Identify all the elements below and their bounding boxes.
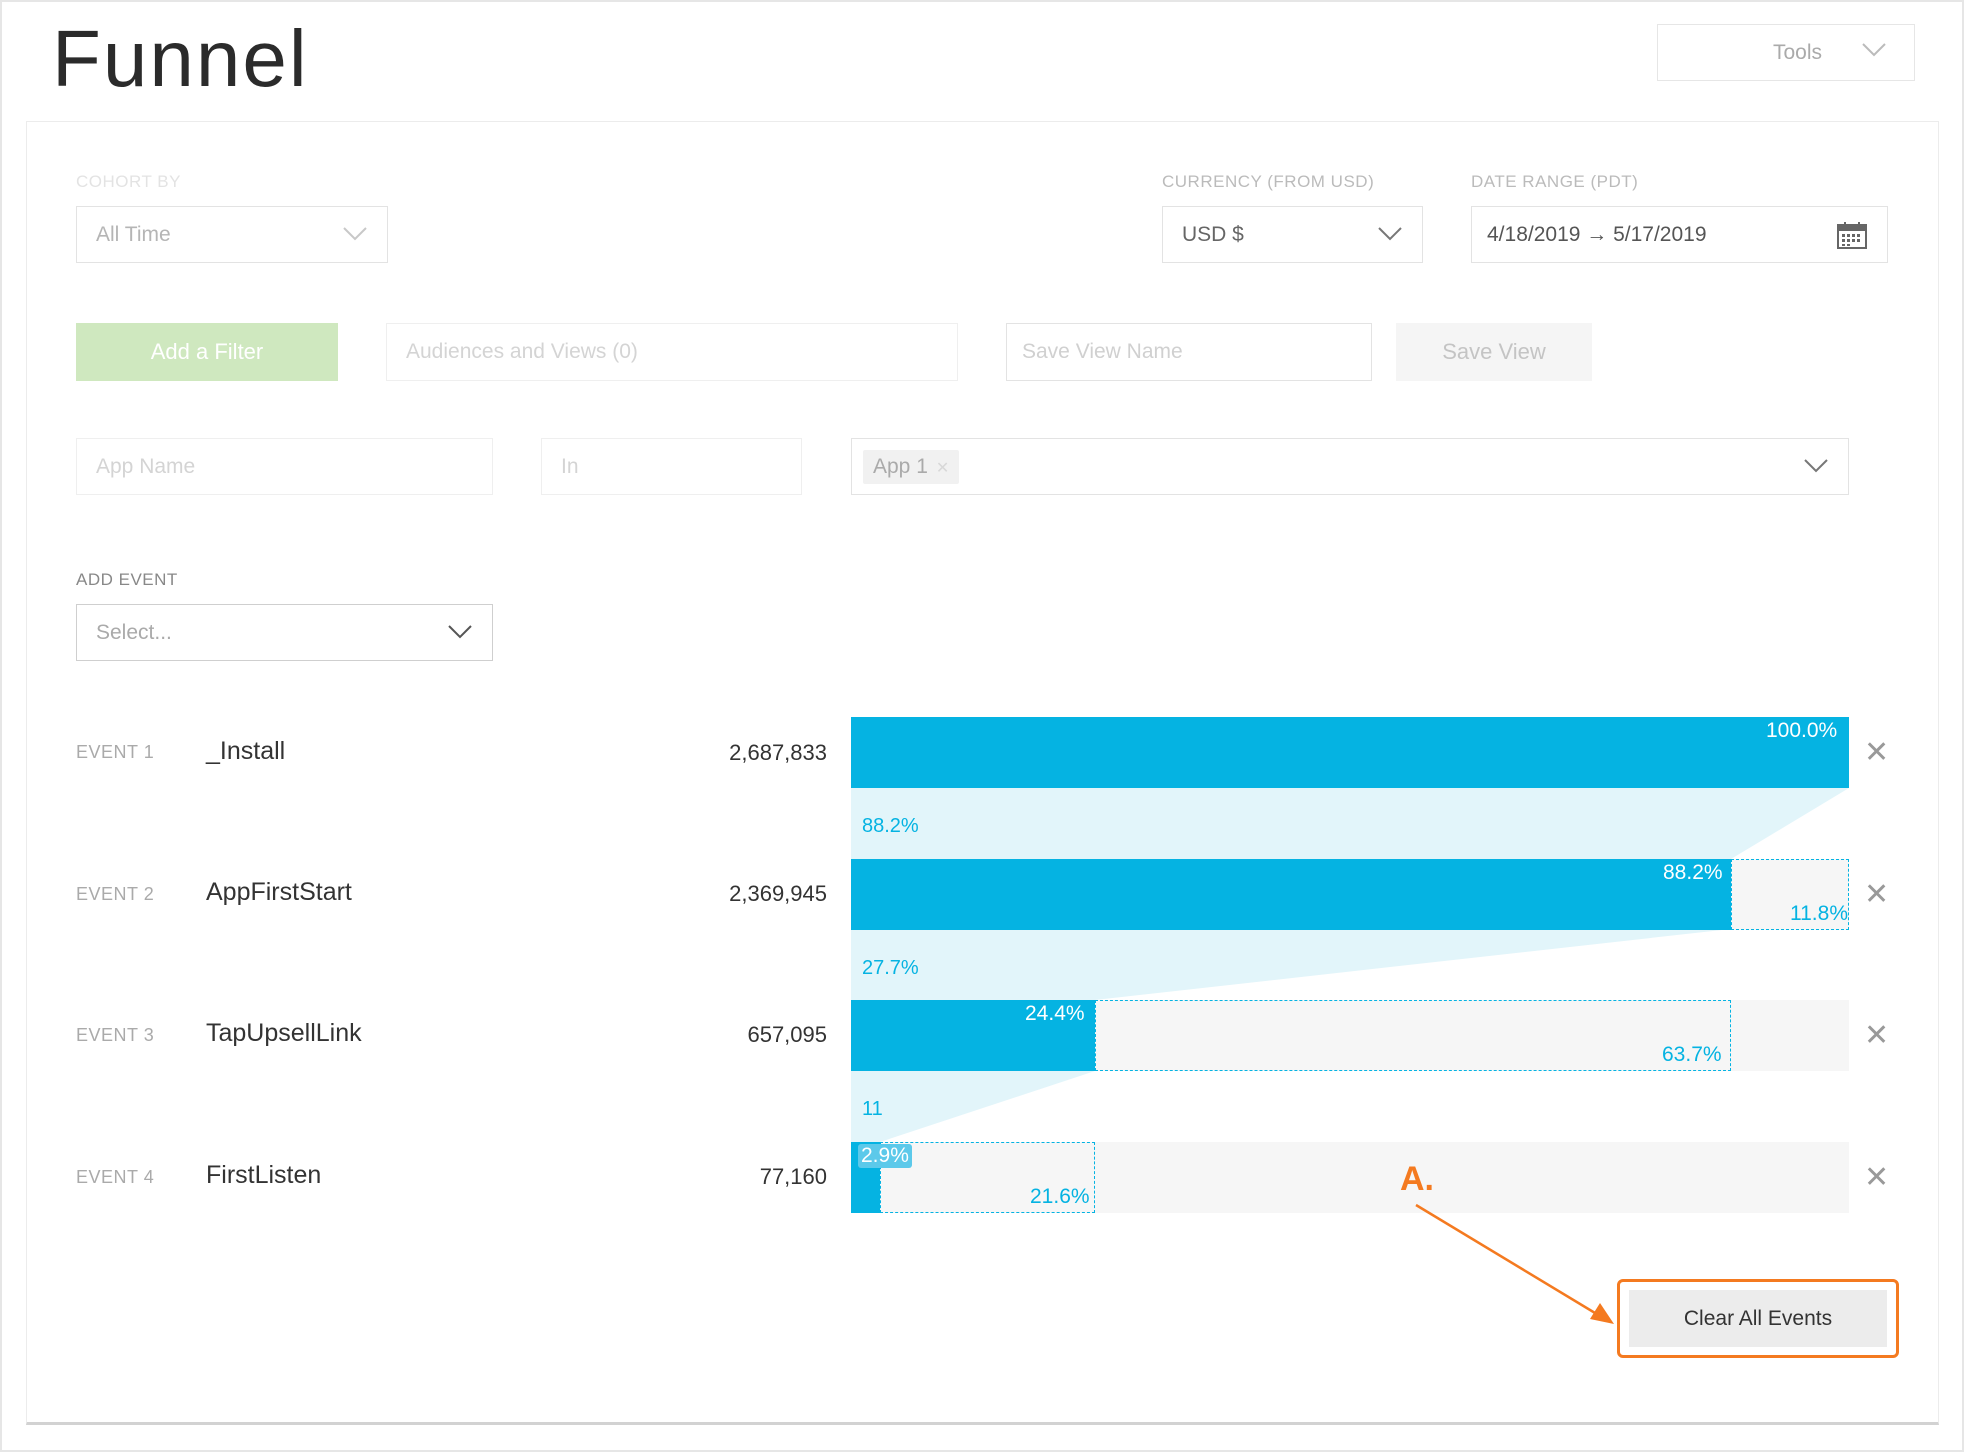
- dropoff-percentage: 11.8%: [1790, 902, 1848, 925]
- event-count: 77,160: [759, 1164, 827, 1189]
- add-event-select[interactable]: Select...: [76, 604, 493, 661]
- chevron-down-icon: [448, 625, 472, 639]
- event-name: FirstListen: [206, 1161, 322, 1189]
- funnel-connector-2: [851, 929, 1731, 1000]
- clear-all-highlight: [1617, 1279, 1899, 1358]
- funnel-connector-3: [851, 1071, 1095, 1142]
- funnel-bar: [851, 859, 1731, 930]
- event-name: AppFirstStart: [206, 878, 352, 906]
- conversion-percentage: 88.2%: [862, 815, 919, 837]
- close-icon[interactable]: ✕: [1864, 1161, 1890, 1194]
- chevron-down-icon: [1378, 227, 1402, 241]
- annotation-label: A.: [1400, 1160, 1434, 1198]
- add-filter-button[interactable]: Add a Filter: [76, 323, 338, 381]
- event-label: EVENT 4: [76, 1167, 155, 1187]
- chevron-down-icon: [343, 227, 367, 241]
- conversion-percentage: 27.7%: [862, 957, 919, 979]
- tools-dropdown[interactable]: Tools: [1657, 24, 1915, 81]
- chevron-down-icon: [1804, 459, 1828, 473]
- funnel-bar-track: [851, 1142, 1849, 1213]
- filter-tag[interactable]: App 1 ✕: [863, 450, 960, 484]
- bar-percentage: 24.4%: [1025, 1002, 1085, 1025]
- funnel-bar: [851, 1000, 1095, 1071]
- clear-all-events-button[interactable]: Clear All Events: [1629, 1290, 1887, 1347]
- event-name: TapUpsellLink: [206, 1019, 362, 1047]
- filter-value-select[interactable]: App 1 ✕: [851, 438, 1849, 495]
- bar-percentage: 2.9%: [858, 1144, 912, 1168]
- date-range-value: 4/18/2019 → 5/17/2019: [1487, 223, 1707, 246]
- audiences-placeholder: Audiences and Views (0): [406, 340, 638, 363]
- bar-percentage: 88.2%: [1663, 861, 1723, 884]
- bar-percentage: 100.0%: [1766, 719, 1838, 742]
- event-label: EVENT 3: [76, 1025, 155, 1045]
- dropoff-box: [880, 1142, 1095, 1213]
- event-label: EVENT 2: [76, 884, 155, 904]
- filter-operator-select[interactable]: In: [541, 438, 802, 495]
- calendar-icon: [1837, 222, 1867, 249]
- currency-label: CURRENCY (FROM USD): [1162, 172, 1375, 191]
- save-view-name-input[interactable]: Save View Name: [1006, 323, 1372, 381]
- funnel-bar: [851, 717, 1849, 788]
- filter-field-placeholder: App Name: [96, 455, 196, 478]
- cohort-select[interactable]: All Time: [76, 206, 388, 263]
- date-range-label: DATE RANGE (PDT): [1471, 172, 1639, 191]
- page-title: Funnel: [52, 14, 309, 103]
- dropoff-percentage: 63.7%: [1662, 1043, 1722, 1066]
- chevron-down-icon: [1862, 43, 1886, 57]
- dropoff-box: [1095, 1000, 1731, 1071]
- currency-select[interactable]: USD $: [1162, 206, 1423, 263]
- funnel-connectors: [851, 788, 1849, 1142]
- close-icon[interactable]: ✕: [935, 460, 950, 477]
- conversion-percentage: 11: [862, 1098, 883, 1120]
- filter-operator-placeholder: In: [561, 455, 579, 478]
- dropoff-percentage: 21.6%: [1030, 1185, 1090, 1208]
- event-count: 657,095: [747, 1022, 827, 1047]
- event-count: 2,687,833: [729, 740, 827, 765]
- add-event-placeholder: Select...: [96, 621, 172, 644]
- filter-field-select[interactable]: App Name: [76, 438, 493, 495]
- cohort-value: All Time: [96, 223, 171, 246]
- close-icon[interactable]: ✕: [1864, 1019, 1890, 1052]
- event-name: _Install: [206, 737, 286, 765]
- dropoff-box: [1731, 859, 1849, 930]
- tools-label: Tools: [1772, 41, 1822, 64]
- close-icon[interactable]: ✕: [1864, 878, 1890, 911]
- add-event-label: ADD EVENT: [76, 570, 178, 589]
- save-view-button[interactable]: Save View: [1396, 323, 1592, 381]
- event-count: 2,369,945: [729, 881, 827, 906]
- save-view-name-placeholder: Save View Name: [1022, 340, 1183, 363]
- currency-value: USD $: [1182, 223, 1244, 246]
- close-icon[interactable]: ✕: [1864, 736, 1890, 769]
- funnel-connector-1: [851, 788, 1849, 859]
- filter-tag-label: App 1: [873, 455, 928, 478]
- date-range-picker[interactable]: 4/18/2019 → 5/17/2019: [1471, 206, 1888, 263]
- audiences-views-select[interactable]: Audiences and Views (0): [386, 323, 958, 381]
- cohort-label: COHORT BY: [76, 172, 181, 191]
- event-label: EVENT 1: [76, 742, 155, 762]
- funnel-panel: [26, 121, 1939, 1425]
